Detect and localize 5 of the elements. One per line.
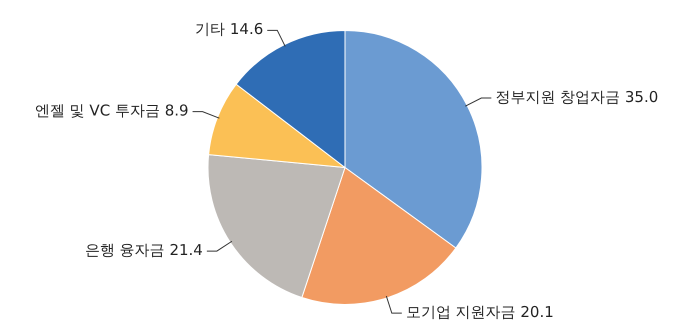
slice-label: 정부지원 창업자금 35.0 (495, 88, 658, 106)
slice-label: 은행 융자금 21.4 (84, 240, 203, 259)
slice-label: 모기업 지원자금 20.1 (406, 303, 554, 322)
slice-label: 엔젤 및 VC 투자금 8.9 (34, 102, 189, 120)
slice-label: 기타 14.6 (195, 20, 264, 38)
